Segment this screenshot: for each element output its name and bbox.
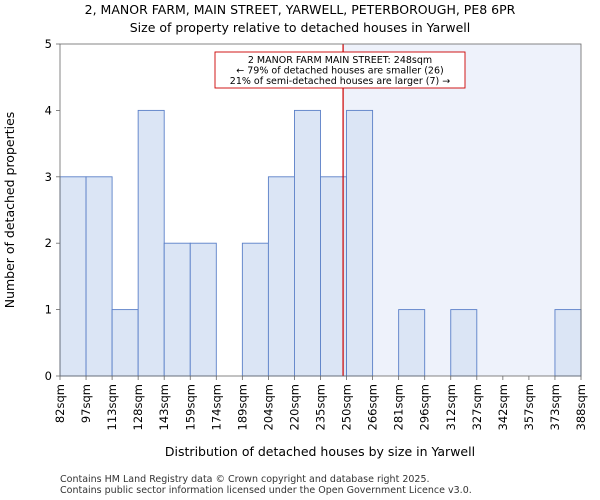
bar-220sqm — [294, 109, 321, 377]
annotation-line-3: 21% of semi-detached houses are larger (… — [230, 76, 450, 87]
x-axis-label: Distribution of detached houses by size … — [165, 444, 475, 459]
chart-subtitle: Size of property relative to detached ho… — [130, 20, 471, 35]
x-tick-label: 235sqm — [314, 384, 328, 430]
bar-82sqm — [59, 176, 87, 377]
x-tick-label: 97sqm — [79, 384, 93, 423]
bar-312sqm — [450, 309, 478, 377]
x-tick-label: 143sqm — [157, 384, 171, 430]
x-tick-label: 220sqm — [287, 384, 301, 430]
x-tick-label: 342sqm — [496, 384, 510, 430]
annotation-line-2: ← 79% of detached houses are smaller (26… — [236, 66, 443, 77]
bar-128sqm — [137, 109, 165, 377]
y-tick-label: 2 — [45, 236, 52, 250]
x-tick-label: 250sqm — [340, 384, 354, 430]
x-tick-label: 373sqm — [548, 384, 562, 430]
x-tick-label: 174sqm — [209, 384, 223, 430]
property-annotation: 2 MANOR FARM MAIN STREET: 248sqm ← 79% o… — [214, 51, 466, 89]
y-tick-label: 1 — [45, 303, 52, 317]
x-tick-label: 204sqm — [261, 384, 275, 430]
y-tick-label: 3 — [45, 170, 52, 184]
x-tick-label: 82sqm — [53, 384, 67, 423]
bar-189sqm — [241, 242, 269, 377]
y-tick-label: 4 — [45, 103, 52, 117]
bar-113sqm — [111, 309, 139, 377]
bars-group — [59, 109, 582, 377]
bar-250sqm — [346, 109, 374, 377]
bar-97sqm — [85, 176, 113, 377]
x-tick-label: 388sqm — [574, 384, 588, 430]
bar-235sqm — [320, 176, 347, 377]
y-tick-label: 5 — [45, 37, 52, 51]
x-tick-label: 189sqm — [235, 384, 249, 430]
x-tick-label: 266sqm — [366, 384, 380, 430]
x-tick-label: 128sqm — [131, 384, 145, 430]
x-tick-label: 312sqm — [444, 384, 458, 430]
bar-373sqm — [554, 309, 582, 377]
bar-204sqm — [267, 176, 295, 377]
x-tick-label: 281sqm — [392, 384, 406, 430]
x-tick-label: 357sqm — [522, 384, 536, 430]
y-tick-label: 0 — [45, 369, 52, 383]
x-tick-label: 159sqm — [183, 384, 197, 430]
chart-title: 2, MANOR FARM, MAIN STREET, YARWELL, PET… — [85, 2, 516, 17]
x-tick-label: 327sqm — [470, 384, 484, 430]
y-axis-label: Number of detached properties — [2, 112, 17, 309]
annotation-line-1: 2 MANOR FARM MAIN STREET: 248sqm — [248, 55, 432, 66]
footer-line-2: Contains public sector information licen… — [60, 485, 472, 496]
y-axis-ticks: 0 1 2 3 4 5 — [45, 37, 60, 383]
x-tick-label: 113sqm — [105, 384, 119, 430]
annotation-box — [214, 51, 466, 89]
footer-line-1: Contains HM Land Registry data © Crown c… — [60, 474, 430, 485]
bar-143sqm — [163, 242, 191, 377]
bar-281sqm — [398, 309, 426, 377]
bar-159sqm — [189, 242, 217, 377]
x-axis-ticks: 82sqm 97sqm 113sqm 128sqm 143sqm 159sqm 174sqm… — [53, 376, 588, 430]
x-tick-label: 296sqm — [418, 384, 432, 430]
